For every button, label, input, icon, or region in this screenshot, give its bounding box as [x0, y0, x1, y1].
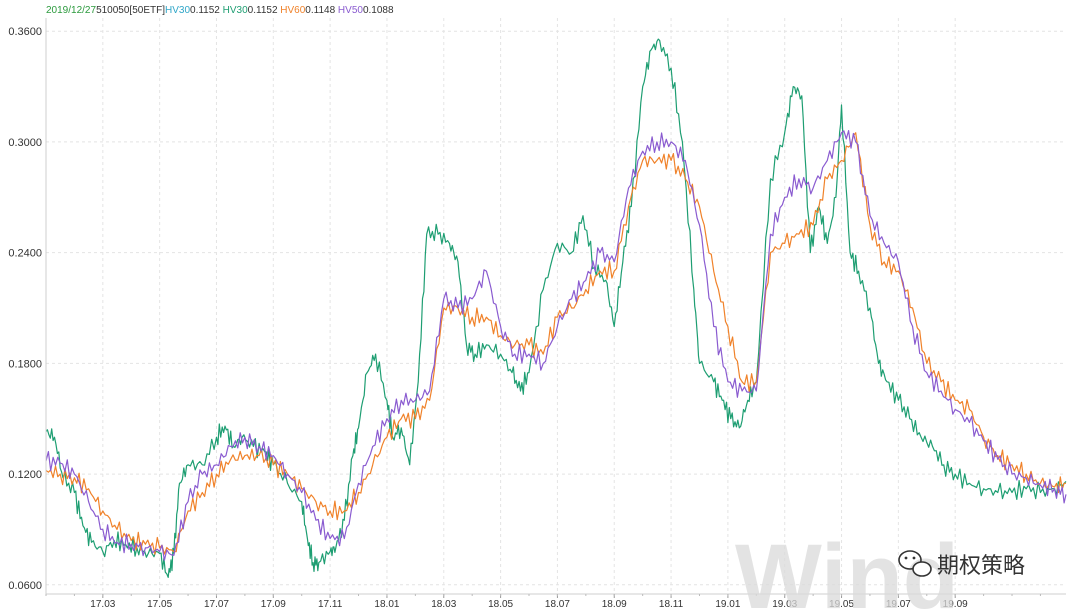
y-tick-label: 0.3000	[8, 137, 42, 149]
y-tick-label: 0.0600	[8, 580, 42, 592]
y-tick-label: 0.2400	[8, 248, 42, 260]
legend-hv60-value: 0.1148	[305, 5, 336, 16]
series-group	[45, 38, 1067, 579]
series-line-hv60	[45, 132, 1067, 555]
x-tick-label: 19.07	[886, 599, 911, 610]
x-tick-label: 19.03	[772, 599, 797, 610]
series-line-hv30	[45, 38, 1067, 579]
x-tick-label: 18.07	[545, 599, 570, 610]
legend-hv30b-value: 0.1152	[247, 5, 278, 16]
x-tick-label: 19.09	[943, 599, 968, 610]
legend-hv50-value: 0.1088	[362, 5, 394, 16]
wechat-icon	[898, 550, 932, 577]
legend-hv50-label: HV50	[337, 5, 363, 16]
legend-hv30b-label: HV30	[222, 5, 248, 16]
x-tick-label: 17.07	[204, 599, 229, 610]
x-tick-label: 18.09	[602, 599, 627, 610]
legend-hv30a-label: HV30	[165, 5, 191, 16]
x-tick-label: 18.11	[659, 599, 684, 610]
axes: 0.0600 0.1200 0.1800 0.2400 0.3000 0.3600 17.0…	[8, 18, 1066, 610]
y-tick-label: 0.1800	[8, 358, 42, 370]
legend-hv30a-value: 0.1152	[190, 5, 220, 16]
x-tick-label: 18.03	[431, 599, 456, 610]
series-line-hv50	[45, 130, 1067, 561]
x-tick-label: 17.05	[147, 599, 172, 610]
x-tick-label: 17.03	[90, 599, 115, 610]
x-tick-label: 18.01	[374, 599, 399, 610]
x-tick-label: 17.09	[261, 599, 286, 610]
x-tick-label: 19.01	[715, 599, 740, 610]
y-tick-label: 0.3600	[8, 26, 42, 38]
x-tick-label: 17.11	[318, 599, 343, 610]
x-tick-label: 19.05	[829, 599, 854, 610]
legend-date: 2019/12/27	[46, 5, 97, 16]
legend-code: 510050[50ETF]	[96, 5, 165, 16]
legend: 2019/12/27510050[50ETF]HV300.1152 HV300.…	[46, 5, 394, 16]
wechat-account-name: 期权策略	[937, 554, 1025, 579]
y-tick-label: 0.1200	[8, 469, 42, 481]
grid	[46, 18, 1066, 594]
x-tick-label: 18.05	[488, 599, 513, 610]
legend-hv60-label: HV60	[280, 5, 306, 16]
